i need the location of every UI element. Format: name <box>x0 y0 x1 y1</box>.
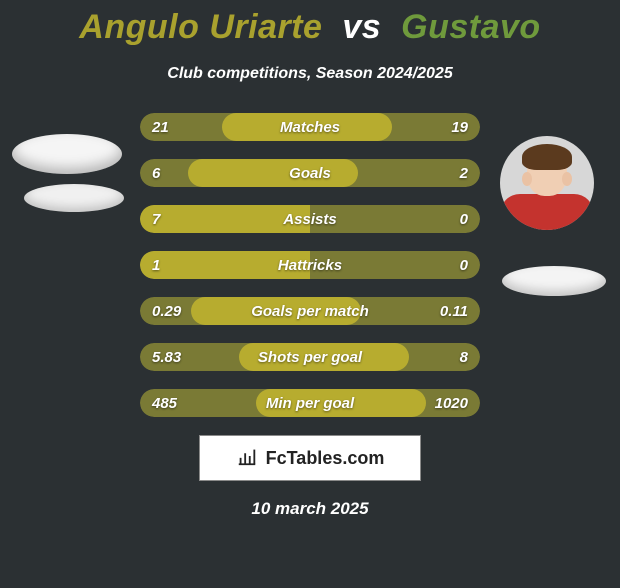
player1-avatar-placeholder-2 <box>24 184 124 212</box>
stat-value-right: 0.11 <box>428 297 480 325</box>
stat-value-left: 7 <box>140 205 172 233</box>
stat-value-left: 5.83 <box>140 343 193 371</box>
site-badge: FcTables.com <box>199 435 421 481</box>
stat-row: 62Goals <box>140 159 480 187</box>
stat-value-left: 6 <box>140 159 172 187</box>
stat-value-right: 2 <box>448 159 480 187</box>
stats-bars: 2119Matches62Goals70Assists10Hattricks0.… <box>140 113 480 417</box>
player2-avatar-placeholder <box>502 266 606 296</box>
stat-row: 0.290.11Goals per match <box>140 297 480 325</box>
stat-value-left: 21 <box>140 113 181 141</box>
stat-row: 70Assists <box>140 205 480 233</box>
avatar-shirt <box>500 194 594 230</box>
stat-value-right: 0 <box>448 205 480 233</box>
stat-row: 5.838Shots per goal <box>140 343 480 371</box>
chart-icon <box>236 445 258 472</box>
subtitle: Club competitions, Season 2024/2025 <box>0 65 620 83</box>
player1-avatar-placeholder <box>12 134 122 174</box>
avatar-ear-left <box>522 172 532 186</box>
comparison-title: Angulo Uriarte vs Gustavo <box>0 8 620 47</box>
stat-value-left: 0.29 <box>140 297 193 325</box>
avatar-hair <box>522 144 572 170</box>
player2-avatar <box>500 136 594 230</box>
stat-row: 2119Matches <box>140 113 480 141</box>
stat-value-right: 8 <box>448 343 480 371</box>
stat-value-left: 485 <box>140 389 189 417</box>
stat-row: 4851020Min per goal <box>140 389 480 417</box>
stat-value-right: 0 <box>448 251 480 279</box>
player2-name: Gustavo <box>401 8 541 46</box>
title-vs: vs <box>342 8 381 46</box>
date-label: 10 march 2025 <box>0 499 620 519</box>
player1-name: Angulo Uriarte <box>79 8 322 46</box>
stat-value-right: 19 <box>439 113 480 141</box>
stat-value-left: 1 <box>140 251 172 279</box>
avatar-ear-right <box>562 172 572 186</box>
stat-value-right: 1020 <box>423 389 480 417</box>
badge-text: FcTables.com <box>266 448 385 469</box>
stat-row: 10Hattricks <box>140 251 480 279</box>
